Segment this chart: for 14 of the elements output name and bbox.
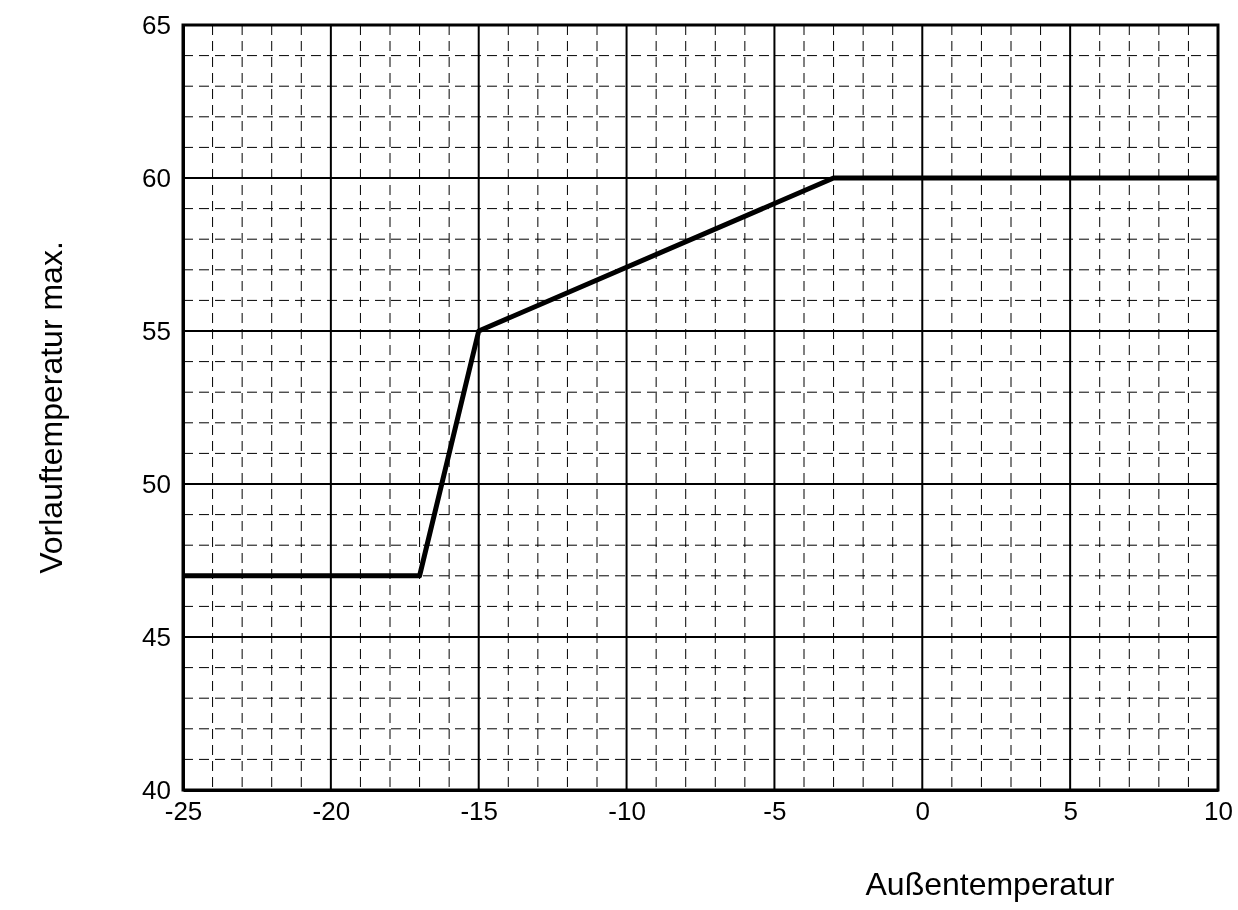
x-tick-label: -20 [312,796,351,827]
x-axis-title: Außentemperatur [865,866,1115,902]
y-tick-label: 50 [142,468,171,499]
x-tick-label: -15 [460,796,498,827]
x-tick-label: 0 [915,796,931,827]
y-axis-title: Vorlauftemperatur max. [33,241,69,574]
x-tick-label: -5 [763,796,787,827]
x-tick-label: 5 [1063,796,1078,827]
y-tick-label: 45 [142,621,171,652]
y-tick-label: 55 [142,315,171,346]
x-tick-label: 10 [1204,796,1233,827]
x-tick-label: -10 [608,796,646,827]
y-tick-label: 60 [142,162,171,193]
y-tick-label: 65 [142,9,171,40]
